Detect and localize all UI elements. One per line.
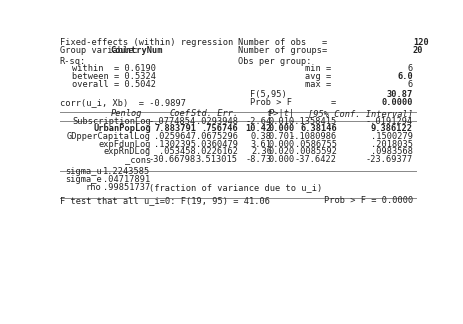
- Text: 0.38: 0.38: [250, 132, 271, 141]
- Text: 30.87: 30.87: [386, 90, 412, 99]
- Text: Prob > F = 0.0000: Prob > F = 0.0000: [323, 196, 412, 205]
- Text: GDpperCapitalLog: GDpperCapitalLog: [67, 132, 150, 141]
- Text: Group variable:: Group variable:: [59, 46, 143, 55]
- Text: P>|t|: P>|t|: [269, 109, 294, 118]
- Text: .0983568: .0983568: [370, 147, 412, 156]
- Text: -.1080986: -.1080986: [289, 132, 336, 141]
- Text: F test that all u_i=0: F(19, 95) = 41.06: F test that all u_i=0: F(19, 95) = 41.06: [59, 196, 269, 205]
- Text: .04717891: .04717891: [103, 175, 150, 184]
- Text: Fixed-effects (within) regression: Fixed-effects (within) regression: [59, 38, 232, 47]
- Text: Penlog: Penlog: [110, 109, 142, 118]
- Text: rho: rho: [86, 183, 101, 192]
- Text: -8.73: -8.73: [245, 155, 271, 164]
- Text: _cons: _cons: [125, 155, 150, 164]
- Text: CountryNum: CountryNum: [111, 46, 163, 55]
- Text: 0.701: 0.701: [269, 132, 294, 141]
- Text: 6: 6: [407, 64, 412, 73]
- Text: .0360479: .0360479: [195, 140, 238, 149]
- Text: Number of groups: Number of groups: [238, 46, 321, 55]
- Text: 0.0000: 0.0000: [381, 98, 412, 107]
- Text: .0675296: .0675296: [195, 132, 238, 141]
- Text: =: =: [321, 46, 326, 55]
- Text: corr(u_i, Xb)  = -0.9897: corr(u_i, Xb) = -0.9897: [59, 98, 185, 107]
- Text: UrbanPopLog: UrbanPopLog: [93, 124, 150, 133]
- Text: Prob > F: Prob > F: [250, 98, 292, 107]
- Text: =: =: [321, 38, 326, 47]
- Text: sigma_e: sigma_e: [64, 175, 101, 184]
- Text: -.0191294: -.0191294: [365, 117, 412, 126]
- Text: 0.000: 0.000: [269, 155, 294, 164]
- Text: 3.513015: 3.513015: [195, 155, 238, 164]
- Text: -.1358415: -.1358415: [289, 117, 336, 126]
- Text: .053458: .053458: [159, 147, 195, 156]
- Text: .0293948: .0293948: [195, 117, 238, 126]
- Text: t: t: [266, 109, 271, 118]
- Text: within  = 0.6190: within = 0.6190: [72, 64, 156, 73]
- Text: Std. Err.: Std. Err.: [190, 109, 238, 118]
- Text: .0259647: .0259647: [154, 132, 195, 141]
- Text: 6.0: 6.0: [396, 72, 412, 81]
- Text: -23.69377: -23.69377: [365, 155, 412, 164]
- Text: .99851737: .99851737: [103, 183, 150, 192]
- Text: .1500279: .1500279: [370, 132, 412, 141]
- Text: max =: max =: [304, 80, 330, 89]
- Text: 3.61: 3.61: [250, 140, 271, 149]
- Text: R-sq:: R-sq:: [59, 56, 86, 65]
- Text: F(5,95): F(5,95): [250, 90, 286, 99]
- Text: 6.38146: 6.38146: [300, 124, 336, 133]
- Text: 0.020: 0.020: [269, 147, 294, 156]
- Text: .756746: .756746: [200, 124, 238, 133]
- Text: expRnDLog: expRnDLog: [104, 147, 150, 156]
- Text: avg =: avg =: [304, 72, 330, 81]
- Text: 7.883791: 7.883791: [154, 124, 195, 133]
- Text: Coef.: Coef.: [169, 109, 195, 118]
- Text: 10.42: 10.42: [245, 124, 271, 133]
- Text: min =: min =: [304, 64, 330, 73]
- Text: 1.2243585: 1.2243585: [103, 168, 150, 176]
- Text: 120: 120: [412, 38, 428, 47]
- Text: .0226162: .0226162: [195, 147, 238, 156]
- Text: Number of obs: Number of obs: [238, 38, 306, 47]
- Text: [95% Conf. Interval]: [95% Conf. Interval]: [307, 109, 412, 118]
- Text: 2.36: 2.36: [250, 147, 271, 156]
- Text: 0.000: 0.000: [269, 140, 294, 149]
- Text: sigma_u: sigma_u: [64, 168, 101, 176]
- Text: .0586755: .0586755: [294, 140, 336, 149]
- Text: -2.64: -2.64: [245, 117, 271, 126]
- Text: -30.66798: -30.66798: [148, 155, 195, 164]
- Text: .0085592: .0085592: [294, 147, 336, 156]
- Text: 9.386122: 9.386122: [370, 124, 412, 133]
- Text: .2018035: .2018035: [370, 140, 412, 149]
- Text: 20: 20: [412, 46, 423, 55]
- Text: 6: 6: [407, 80, 412, 89]
- Text: Obs per group:: Obs per group:: [238, 56, 311, 65]
- Text: (fraction of variance due to u_i): (fraction of variance due to u_i): [149, 183, 322, 192]
- Text: overall = 0.5042: overall = 0.5042: [72, 80, 156, 89]
- Text: .1302395: .1302395: [154, 140, 195, 149]
- Text: =: =: [330, 98, 335, 107]
- Text: 0.010: 0.010: [269, 117, 294, 126]
- Text: -37.6422: -37.6422: [294, 155, 336, 164]
- Text: between = 0.5324: between = 0.5324: [72, 72, 156, 81]
- Text: SubscriptionLog: SubscriptionLog: [72, 117, 150, 126]
- Text: -.0774854: -.0774854: [148, 117, 195, 126]
- Text: expFdunLog: expFdunLog: [98, 140, 150, 149]
- Text: 0.000: 0.000: [269, 124, 294, 133]
